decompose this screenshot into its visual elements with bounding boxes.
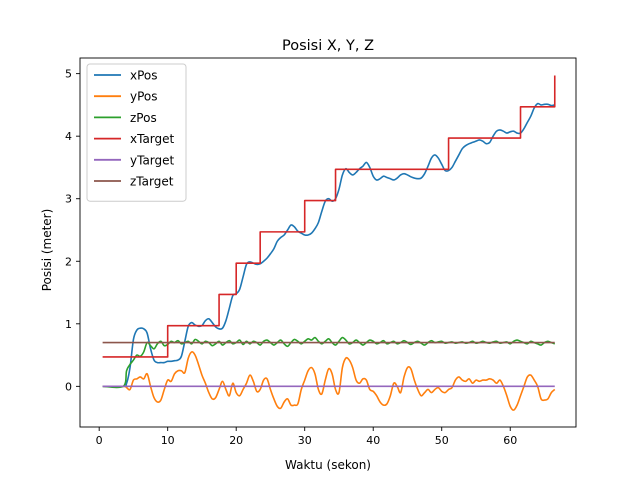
legend-label-yTarget: yTarget bbox=[130, 153, 175, 167]
chart-title: Posisi X, Y, Z bbox=[282, 38, 374, 54]
x-tick-label: 60 bbox=[503, 434, 517, 447]
y-ticks: 0 1 2 3 4 5 bbox=[65, 68, 80, 393]
y-axis-label: Posisi (meter) bbox=[40, 209, 54, 292]
axes-frame bbox=[79, 57, 577, 428]
legend-label-xPos: xPos bbox=[130, 69, 158, 83]
y-tick-label: 1 bbox=[65, 318, 72, 331]
legend-label-yPos: yPos bbox=[130, 90, 158, 104]
y-tick-label: 2 bbox=[65, 255, 72, 268]
legend-label-zTarget: zTarget bbox=[130, 175, 174, 189]
x-ticks: 0 10 20 30 40 50 60 bbox=[96, 427, 517, 447]
x-axis-label: Waktu (sekon) bbox=[285, 458, 371, 472]
x-tick-label: 10 bbox=[161, 434, 175, 447]
y-tick-label: 3 bbox=[65, 193, 72, 206]
x-tick-label: 20 bbox=[229, 434, 243, 447]
y-tick-label: 0 bbox=[65, 380, 72, 393]
y-tick-label: 5 bbox=[65, 68, 72, 81]
legend-box bbox=[86, 63, 187, 202]
x-tick-label: 40 bbox=[366, 434, 380, 447]
x-tick-label: 30 bbox=[298, 434, 312, 447]
series-line-xTarget bbox=[102, 75, 556, 358]
x-tick-label: 50 bbox=[435, 434, 449, 447]
series-line-yPos bbox=[102, 351, 556, 411]
legend-label-zPos: zPos bbox=[130, 111, 157, 125]
series-line-zPos bbox=[102, 336, 556, 389]
legend: xPos yPos zPos xTarget yTarget zTarget bbox=[86, 63, 187, 202]
series-layer bbox=[102, 75, 556, 411]
y-tick-label: 4 bbox=[65, 130, 72, 143]
x-tick-label: 0 bbox=[96, 434, 103, 447]
plot-border bbox=[79, 57, 577, 428]
legend-label-xTarget: xTarget bbox=[130, 132, 175, 146]
series-line-xPos bbox=[102, 102, 555, 388]
